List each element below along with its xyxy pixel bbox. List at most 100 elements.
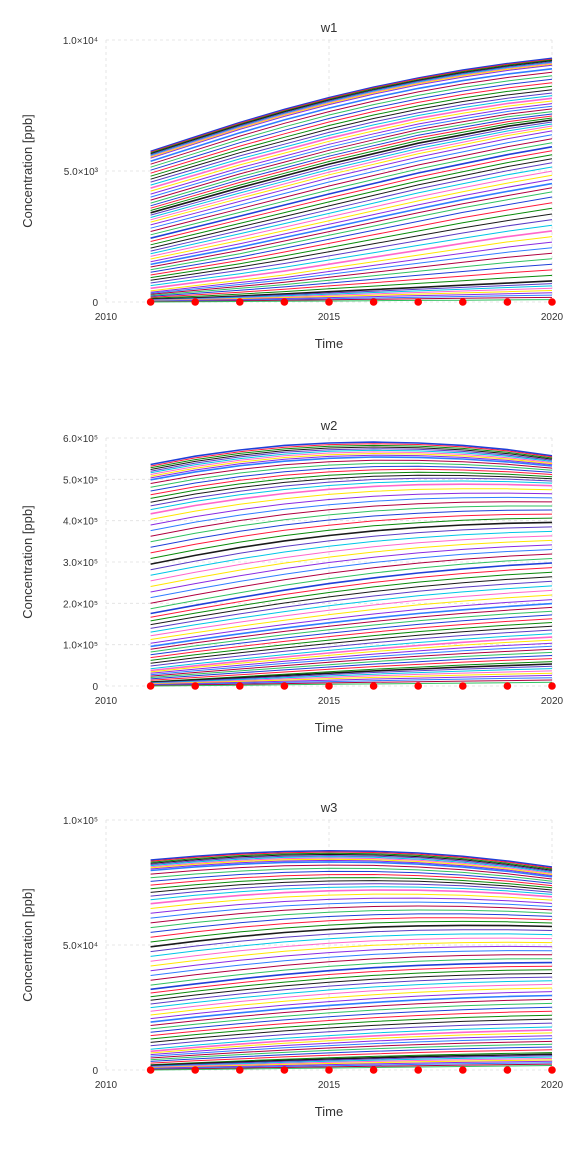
series-line: [150, 864, 553, 880]
series-line: [150, 290, 553, 302]
series-line: [150, 883, 553, 897]
series-line: [150, 505, 552, 543]
data-point-marker: [503, 682, 512, 690]
series-line: [150, 1038, 553, 1057]
x-axis-label: Time: [315, 1104, 343, 1119]
series-line: [150, 196, 553, 273]
series-line: [150, 855, 553, 872]
data-point-marker: [548, 682, 556, 690]
series-line: [150, 85, 553, 177]
series-line: [150, 150, 553, 242]
series-line: [150, 1052, 553, 1066]
series-line: [150, 492, 553, 526]
y-tick-label: 6.0×10⁵: [63, 434, 98, 445]
series-line: [150, 454, 553, 479]
series-line: [150, 459, 553, 484]
series-line: [150, 95, 553, 186]
series-line: [150, 449, 553, 474]
series-line: [150, 1049, 553, 1064]
series-line: [150, 241, 553, 293]
series-line: [150, 138, 553, 232]
series-line: [150, 103, 553, 195]
data-point-marker: [325, 682, 333, 690]
series-line: [150, 444, 553, 469]
y-axis-label: Concentration [ppb]: [20, 888, 35, 1001]
data-point-marker: [236, 682, 244, 690]
series-line: [150, 941, 553, 967]
series-line: [150, 913, 553, 933]
data-point-marker: [191, 298, 199, 306]
series-line: [150, 57, 553, 153]
series-line: [150, 130, 553, 226]
series-line: [150, 75, 553, 168]
series-line: [150, 441, 553, 466]
series-line: [150, 465, 553, 492]
series-line: [150, 973, 553, 1001]
data-point-marker: [325, 298, 333, 306]
series-line: [150, 113, 553, 207]
chart-title: w1: [320, 20, 338, 35]
series-line: [150, 642, 553, 674]
series-line: [150, 629, 553, 667]
series-line: [150, 92, 553, 183]
series-line: [150, 998, 553, 1026]
series-line: [150, 954, 552, 981]
series-line: [150, 1046, 553, 1062]
series-line: [150, 292, 553, 302]
series-line: [150, 97, 553, 189]
series-line: [150, 544, 553, 593]
series-line: [150, 247, 553, 294]
series-line: [150, 633, 553, 670]
series-line: [150, 880, 553, 893]
series-line: [150, 526, 553, 571]
series-line: [150, 530, 553, 576]
series-line: [150, 859, 553, 877]
series-line: [150, 1035, 553, 1056]
series-line: [150, 950, 553, 976]
series-line: [150, 651, 553, 678]
series-line: [150, 274, 553, 299]
series-line: [150, 483, 553, 515]
series-line: [150, 513, 553, 554]
series-line: [150, 674, 553, 686]
x-axis-label: Time: [315, 720, 343, 735]
series-line: [150, 236, 553, 292]
series-line: [150, 174, 553, 260]
series-line: [150, 471, 553, 499]
data-point-marker: [548, 1066, 556, 1074]
series-line: [150, 870, 553, 884]
series-line: [150, 182, 553, 266]
data-point-marker: [503, 1066, 512, 1074]
y-tick-label: 1.0×10⁵: [63, 816, 98, 827]
y-tick-label: 5.0×10⁴: [63, 941, 98, 952]
series-line: [150, 987, 553, 1016]
series-line: [150, 59, 553, 154]
series-line: [150, 170, 553, 257]
series-line: [150, 861, 553, 878]
series-line: [150, 191, 553, 271]
series-line: [150, 639, 553, 673]
series-line: [150, 980, 553, 1009]
data-point-marker: [280, 1066, 289, 1074]
series-line: [150, 117, 553, 211]
series-line: [150, 299, 553, 303]
series-line: [150, 517, 553, 559]
y-tick-label: 2.0×10⁵: [63, 599, 98, 610]
series-line: [150, 146, 553, 239]
series-line: [150, 71, 553, 165]
data-point-marker: [459, 298, 467, 306]
y-tick-label: 0: [92, 298, 98, 309]
series-line: [150, 901, 553, 919]
series-line: [150, 549, 553, 599]
series-line: [150, 853, 553, 871]
data-point-marker: [503, 298, 512, 306]
series-line: [150, 658, 553, 681]
series-line: [150, 886, 553, 901]
series-line: [150, 856, 553, 873]
y-tick-label: 1.0×10⁴: [63, 36, 98, 47]
series-line: [150, 127, 553, 223]
chart-title: w3: [320, 800, 338, 815]
series-line: [150, 602, 553, 648]
series-line: [150, 679, 553, 686]
series-line: [150, 448, 553, 472]
